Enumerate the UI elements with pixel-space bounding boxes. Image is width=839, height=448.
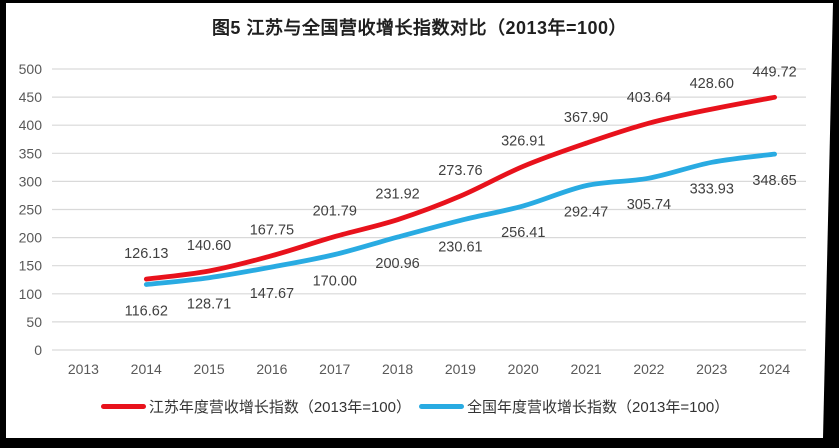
data-label-national: 292.47	[564, 205, 608, 221]
data-label-jiangsu: 167.75	[250, 223, 294, 239]
y-axis-tick-label: 450	[19, 89, 43, 105]
data-label-jiangsu: 428.60	[690, 76, 734, 92]
data-label-national: 170.00	[313, 273, 357, 289]
x-axis-tick-label: 2022	[633, 361, 664, 377]
legend-item-jiangsu: 江苏年度营收增长指数（2013年=100）	[100, 396, 411, 417]
legend-item-national: 全国年度营收增长指数（2013年=100）	[419, 396, 729, 417]
data-label-jiangsu: 273.76	[438, 163, 482, 179]
data-label-jiangsu: 403.64	[627, 90, 671, 106]
x-axis-tick-label: 2015	[194, 361, 225, 377]
data-label-national: 256.41	[501, 225, 545, 241]
data-label-national: 147.67	[250, 286, 294, 302]
data-label-national: 333.93	[690, 181, 734, 197]
y-axis-tick-label: 0	[34, 342, 42, 358]
x-axis-tick-label: 2019	[445, 361, 476, 377]
y-axis-tick-label: 150	[19, 258, 43, 274]
x-axis-tick-label: 2020	[508, 361, 539, 377]
legend-label-jiangsu: 江苏年度营收增长指数（2013年=100）	[148, 399, 411, 416]
data-label-national: 230.61	[438, 239, 482, 255]
legend-label-national: 全国年度营收增长指数（2013年=100）	[467, 399, 730, 416]
data-label-national: 116.62	[125, 303, 168, 319]
series-line-national	[143, 151, 777, 287]
y-axis-tick-label: 200	[19, 230, 43, 246]
data-label-jiangsu: 231.92	[375, 187, 419, 203]
data-label-jiangsu: 449.72	[752, 64, 796, 80]
data-label-jiangsu: 140.60	[187, 238, 231, 254]
x-axis-tick-label: 2021	[571, 361, 602, 377]
y-axis-tick-label: 250	[19, 202, 43, 218]
data-label-national: 305.74	[627, 197, 671, 213]
data-label-national: 348.65	[752, 173, 796, 189]
y-axis-tick-label: 400	[19, 117, 43, 133]
y-axis-tick-label: 350	[19, 145, 43, 161]
x-axis-tick-label: 2016	[256, 361, 287, 377]
y-axis-tick-label: 300	[19, 173, 43, 189]
x-axis-tick-label: 2018	[382, 361, 413, 377]
x-axis-tick-label: 2024	[759, 361, 790, 377]
data-label-national: 200.96	[375, 256, 419, 272]
legend-swatch-national-icon	[419, 404, 464, 409]
data-label-jiangsu: 126.13	[124, 246, 168, 262]
data-label-jiangsu: 201.79	[313, 204, 357, 220]
x-axis-tick-label: 2023	[696, 361, 727, 377]
legend-swatch-jiangsu-icon	[100, 404, 146, 409]
x-axis-tick-label: 2013	[68, 361, 99, 377]
data-label-national: 128.71	[187, 297, 231, 313]
chart-title: 图5 江苏与全国营收增长指数对比（2013年=100）	[211, 18, 628, 38]
y-axis-tick-label: 500	[19, 61, 43, 77]
y-axis-tick-label: 50	[26, 314, 42, 330]
x-axis-tick-label: 2014	[131, 361, 162, 377]
x-axis-tick-label: 2017	[319, 361, 350, 377]
data-label-jiangsu: 326.91	[501, 133, 545, 149]
series-line-jiangsu	[143, 94, 777, 282]
y-axis-tick-label: 100	[19, 286, 43, 302]
chart-legend: 江苏年度营收增长指数（2013年=100） 全国年度营收增长指数（2013年=1…	[0, 396, 830, 417]
data-label-jiangsu: 367.90	[564, 110, 608, 126]
